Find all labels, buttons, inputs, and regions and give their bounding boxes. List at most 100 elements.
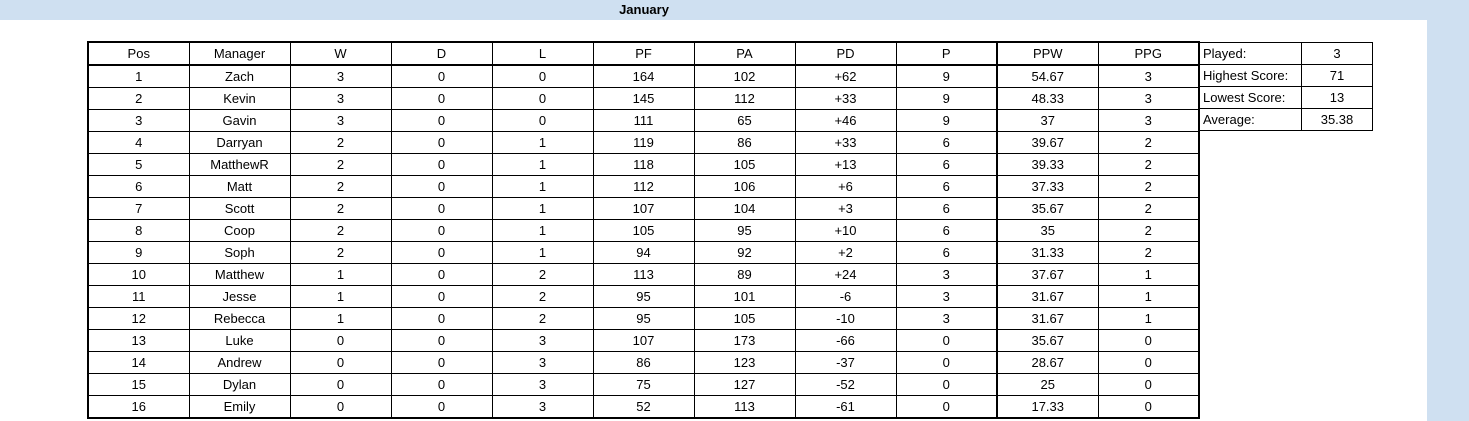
stat-value[interactable]: 13 [1301,86,1373,109]
cell-p[interactable]: 9 [895,64,998,88]
cell-l[interactable]: 1 [491,175,594,198]
cell-pf[interactable]: 113 [592,263,695,286]
cell-ppw[interactable]: 37.67 [996,263,1099,286]
cell-w[interactable]: 2 [289,131,392,154]
column-header-pa[interactable]: PA [693,41,796,66]
cell-d[interactable]: 0 [390,109,493,132]
cell-l[interactable]: 1 [491,131,594,154]
cell-manager[interactable]: Soph [188,241,291,264]
cell-manager[interactable]: Jesse [188,285,291,308]
cell-pos[interactable]: 6 [87,175,190,198]
cell-pd[interactable]: -37 [794,351,897,374]
cell-pa[interactable]: 65 [693,109,796,132]
cell-w[interactable]: 2 [289,175,392,198]
cell-pos[interactable]: 11 [87,285,190,308]
cell-manager[interactable]: Andrew [188,351,291,374]
cell-ppg[interactable]: 3 [1097,109,1200,132]
cell-pf[interactable]: 105 [592,219,695,242]
cell-p[interactable]: 3 [895,307,998,330]
cell-pf[interactable]: 107 [592,329,695,352]
cell-manager[interactable]: Gavin [188,109,291,132]
cell-ppw[interactable]: 31.67 [996,307,1099,330]
cell-ppg[interactable]: 2 [1097,153,1200,176]
cell-d[interactable]: 0 [390,329,493,352]
cell-pf[interactable]: 119 [592,131,695,154]
cell-l[interactable]: 2 [491,307,594,330]
cell-pd[interactable]: +33 [794,87,897,110]
column-header-ppw[interactable]: PPW [996,41,1099,66]
cell-d[interactable]: 0 [390,175,493,198]
cell-l[interactable]: 1 [491,197,594,220]
stat-label[interactable]: Average: [1199,108,1302,131]
cell-pd[interactable]: -66 [794,329,897,352]
cell-p[interactable]: 9 [895,109,998,132]
cell-l[interactable]: 0 [491,64,594,88]
cell-ppw[interactable]: 31.33 [996,241,1099,264]
cell-l[interactable]: 3 [491,329,594,352]
cell-d[interactable]: 0 [390,153,493,176]
cell-pd[interactable]: +24 [794,263,897,286]
cell-pd[interactable]: +62 [794,64,897,88]
cell-manager[interactable]: Matthew [188,263,291,286]
cell-pos[interactable]: 10 [87,263,190,286]
cell-l[interactable]: 3 [491,395,594,419]
cell-ppg[interactable]: 2 [1097,175,1200,198]
cell-w[interactable]: 1 [289,307,392,330]
cell-ppg[interactable]: 1 [1097,263,1200,286]
cell-pos[interactable]: 8 [87,219,190,242]
cell-l[interactable]: 1 [491,153,594,176]
cell-w[interactable]: 1 [289,263,392,286]
cell-pd[interactable]: -52 [794,373,897,396]
cell-manager[interactable]: Emily [188,395,291,419]
cell-manager[interactable]: Darryan [188,131,291,154]
cell-pa[interactable]: 105 [693,307,796,330]
cell-pd[interactable]: +13 [794,153,897,176]
cell-ppw[interactable]: 25 [996,373,1099,396]
cell-ppg[interactable]: 1 [1097,307,1200,330]
cell-pf[interactable]: 164 [592,64,695,88]
cell-ppg[interactable]: 3 [1097,87,1200,110]
cell-ppg[interactable]: 0 [1097,395,1200,419]
cell-pf[interactable]: 52 [592,395,695,419]
cell-l[interactable]: 2 [491,285,594,308]
cell-ppw[interactable]: 17.33 [996,395,1099,419]
cell-ppg[interactable]: 2 [1097,241,1200,264]
cell-d[interactable]: 0 [390,395,493,419]
cell-pd[interactable]: +10 [794,219,897,242]
cell-ppw[interactable]: 35.67 [996,197,1099,220]
cell-pf[interactable]: 86 [592,351,695,374]
cell-w[interactable]: 2 [289,241,392,264]
column-header-w[interactable]: W [289,41,392,66]
column-header-p[interactable]: P [895,41,998,66]
cell-pa[interactable]: 127 [693,373,796,396]
cell-pa[interactable]: 86 [693,131,796,154]
cell-pf[interactable]: 75 [592,373,695,396]
cell-pa[interactable]: 95 [693,219,796,242]
cell-pd[interactable]: -10 [794,307,897,330]
cell-p[interactable]: 0 [895,373,998,396]
cell-w[interactable]: 0 [289,373,392,396]
cell-l[interactable]: 3 [491,373,594,396]
cell-ppg[interactable]: 1 [1097,285,1200,308]
stat-label[interactable]: Lowest Score: [1199,86,1302,109]
cell-pos[interactable]: 14 [87,351,190,374]
cell-manager[interactable]: Luke [188,329,291,352]
cell-pa[interactable]: 92 [693,241,796,264]
cell-pos[interactable]: 1 [87,64,190,88]
cell-pos[interactable]: 4 [87,131,190,154]
cell-ppg[interactable]: 2 [1097,131,1200,154]
cell-d[interactable]: 0 [390,351,493,374]
stat-value[interactable]: 71 [1301,64,1373,87]
cell-p[interactable]: 6 [895,131,998,154]
cell-w[interactable]: 3 [289,87,392,110]
column-header-manager[interactable]: Manager [188,41,291,66]
cell-ppw[interactable]: 31.67 [996,285,1099,308]
cell-p[interactable]: 9 [895,87,998,110]
cell-pf[interactable]: 111 [592,109,695,132]
cell-p[interactable]: 3 [895,285,998,308]
cell-w[interactable]: 2 [289,153,392,176]
cell-ppg[interactable]: 0 [1097,373,1200,396]
cell-manager[interactable]: MatthewR [188,153,291,176]
cell-pa[interactable]: 102 [693,64,796,88]
cell-ppg[interactable]: 2 [1097,197,1200,220]
